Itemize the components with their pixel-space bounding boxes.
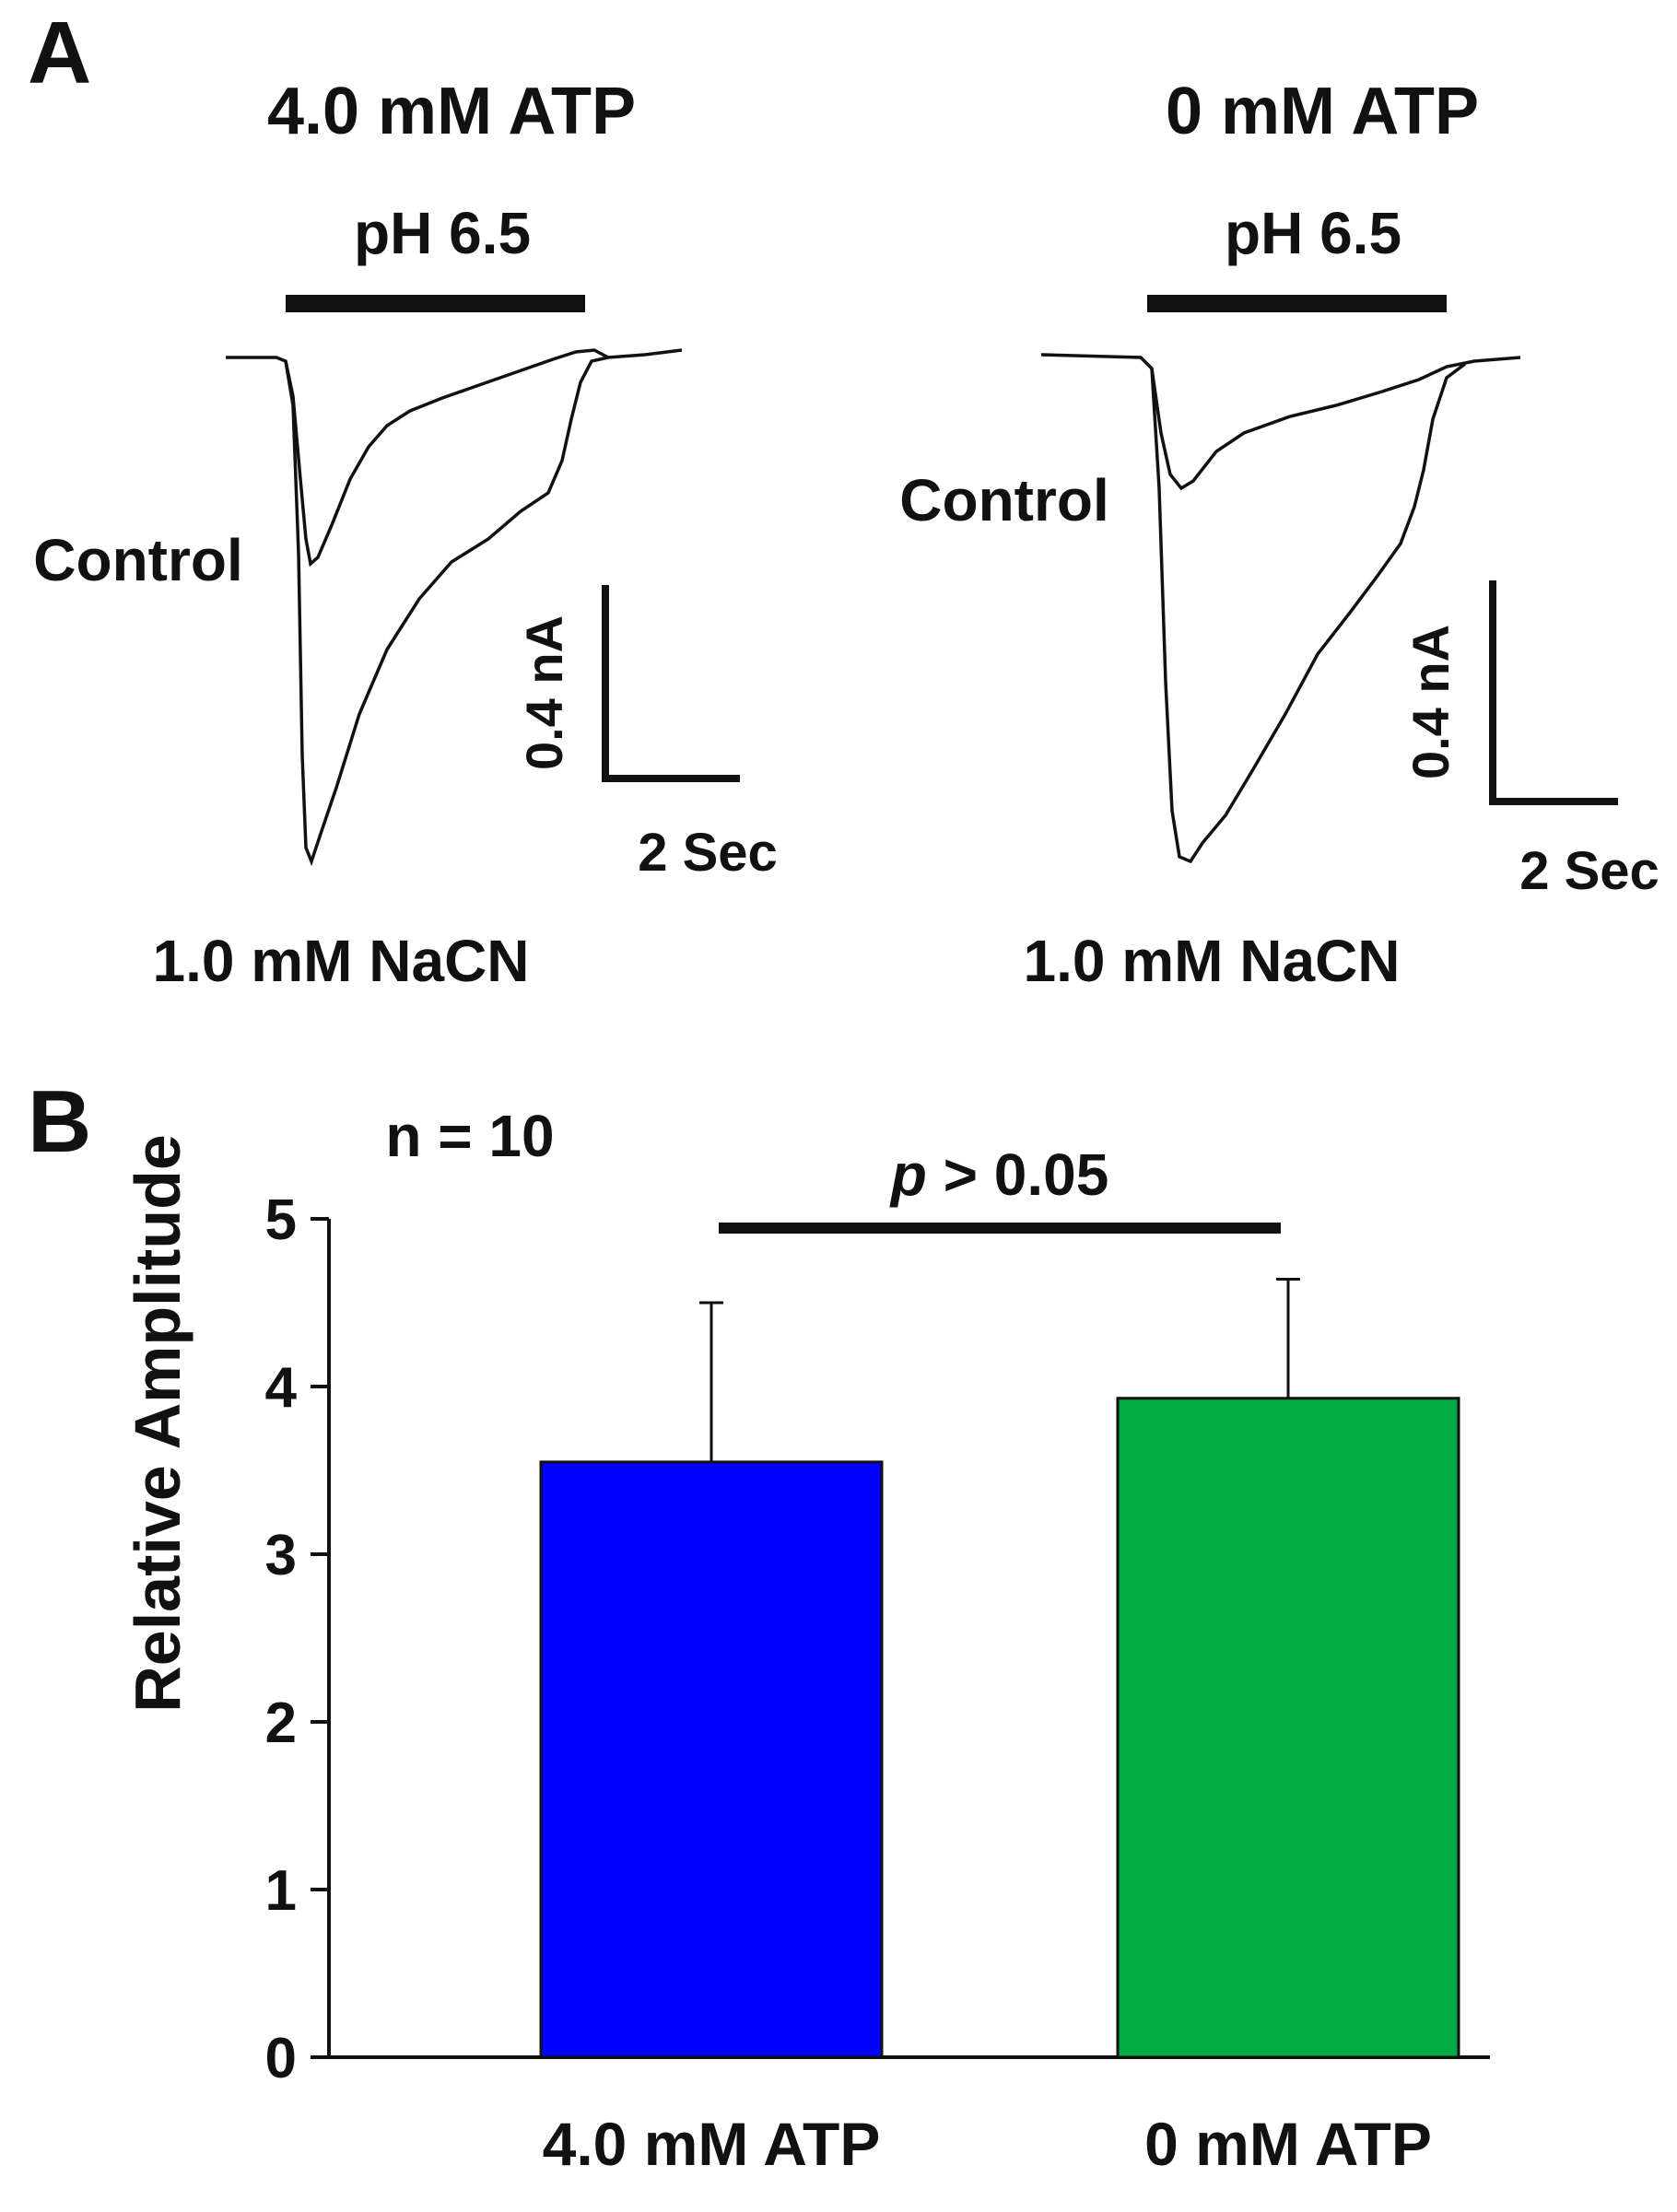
y-tick-label: 3 <box>265 1524 297 1587</box>
left-treatment-label: 1.0 mM NaCN <box>153 928 530 994</box>
error-bars <box>699 1278 1300 1462</box>
left-control-trace <box>226 348 683 568</box>
x-tick-label-1: 0 mM ATP <box>1144 2110 1432 2178</box>
bar-1 <box>1116 1397 1460 2059</box>
x-tick-labels: 4.0 mM ATP 0 mM ATP <box>543 2110 1432 2178</box>
bars <box>539 1397 1460 2059</box>
right-nacn-trace <box>1150 362 1467 864</box>
left-condition-title: 4.0 mM ATP <box>267 75 636 148</box>
right-control-trace <box>1040 353 1521 491</box>
left-stimulus-label: pH 6.5 <box>354 200 531 266</box>
left-stimulus-bar <box>286 295 585 312</box>
bar-chart: Relative Amplitude 0 1 2 3 4 5 4.0 mM ATP 0 mM… <box>122 1134 1490 2178</box>
y-axis-label: Relative Amplitude <box>122 1134 194 1713</box>
left-scale-x-label: 2 Sec <box>638 823 778 883</box>
significance-label: p > 0.05 <box>889 1141 1109 1208</box>
trace-panel-left: 4.0 mM ATP pH 6.5 Control 1.0 mM NaCN 0.… <box>33 75 778 994</box>
right-scale-y-label: 0.4 nA <box>1401 625 1460 779</box>
right-stimulus-label: pH 6.5 <box>1225 200 1401 266</box>
y-tick-label: 4 <box>265 1356 298 1420</box>
right-scale-bar <box>1489 580 1618 805</box>
panel-b-label: B <box>28 1072 91 1171</box>
bar-0 <box>539 1460 884 2059</box>
right-condition-title: 0 mM ATP <box>1166 75 1479 148</box>
left-nacn-trace <box>284 356 609 867</box>
p-symbol: p <box>889 1141 927 1208</box>
y-tick-label: 5 <box>265 1188 297 1252</box>
panel-a-label: A <box>28 4 91 102</box>
right-treatment-label: 1.0 mM NaCN <box>1024 928 1401 994</box>
trace-panel-right: 0 mM ATP pH 6.5 Control 1.0 mM NaCN 0.4 … <box>899 75 1659 994</box>
left-control-label: Control <box>33 527 243 593</box>
y-ticks: 0 1 2 3 4 5 <box>265 1188 329 2090</box>
left-scale-y-label: 0.4 nA <box>515 615 573 770</box>
left-scale-bar <box>602 585 740 782</box>
right-control-label: Control <box>899 467 1109 533</box>
y-tick-label: 0 <box>265 2027 297 2090</box>
y-tick-label: 1 <box>265 1859 297 1923</box>
p-threshold: > 0.05 <box>927 1141 1109 1208</box>
right-stimulus-bar <box>1147 295 1447 312</box>
y-tick-label: 2 <box>265 1691 297 1755</box>
sample-size-label: n = 10 <box>385 1103 554 1169</box>
x-tick-label-0: 4.0 mM ATP <box>543 2110 881 2178</box>
right-scale-x-label: 2 Sec <box>1519 841 1659 901</box>
